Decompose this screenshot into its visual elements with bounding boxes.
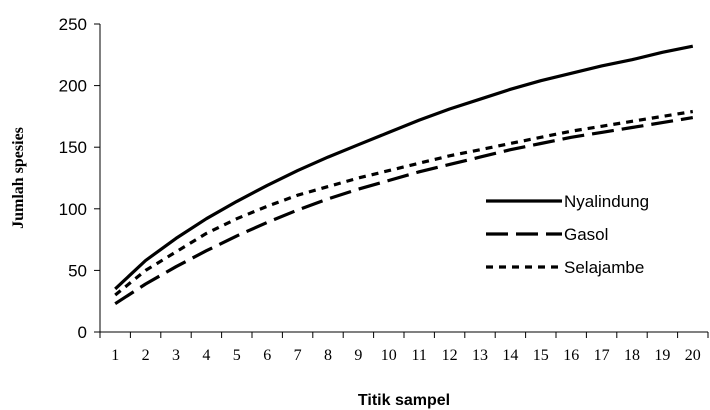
x-tick-label: 18	[624, 347, 640, 364]
x-tick-label: 1	[111, 347, 119, 364]
x-tick-label: 9	[354, 347, 362, 364]
x-tick-label: 14	[502, 347, 518, 364]
series-line-nyalindung	[114, 44, 694, 291]
x-tick-label: 6	[263, 347, 271, 364]
y-tick-label: 0	[78, 323, 87, 342]
x-tick-label: 12	[442, 347, 458, 364]
x-tick-label: 8	[324, 347, 332, 364]
legend-label: Gasol	[564, 225, 608, 244]
x-tick-label: 17	[594, 347, 610, 364]
x-tick-label: 5	[233, 347, 241, 364]
x-tick-label: 19	[654, 347, 670, 364]
legend-label: Nyalindung	[564, 192, 649, 211]
y-axis-title: Jumlah spesies	[10, 127, 27, 229]
x-tick-label: 7	[294, 347, 302, 364]
y-tick-label: 150	[59, 138, 87, 157]
series-layer	[114, 44, 694, 306]
legend: Nyalindung Gasol Selajambe	[486, 192, 649, 277]
y-tick-label: 250	[59, 15, 87, 34]
x-axis-title: Titik sampel	[358, 392, 450, 409]
x-tick-label: 10	[381, 347, 397, 364]
x-tick-label: 4	[202, 347, 210, 364]
x-tick-label: 3	[172, 347, 180, 364]
x-tick-label: 13	[472, 347, 488, 364]
series-line-gasol	[114, 116, 694, 306]
legend-label: Selajambe	[564, 258, 644, 277]
x-tick-label: 2	[142, 347, 150, 364]
y-tick-label: 100	[59, 200, 87, 219]
x-tick-label: 20	[685, 347, 701, 364]
y-tick-label: 200	[59, 77, 87, 96]
x-tick-label: 11	[411, 347, 426, 364]
y-tick-label: 50	[68, 261, 87, 280]
x-tick-label: 16	[563, 347, 579, 364]
x-tick-label: 15	[533, 347, 549, 364]
